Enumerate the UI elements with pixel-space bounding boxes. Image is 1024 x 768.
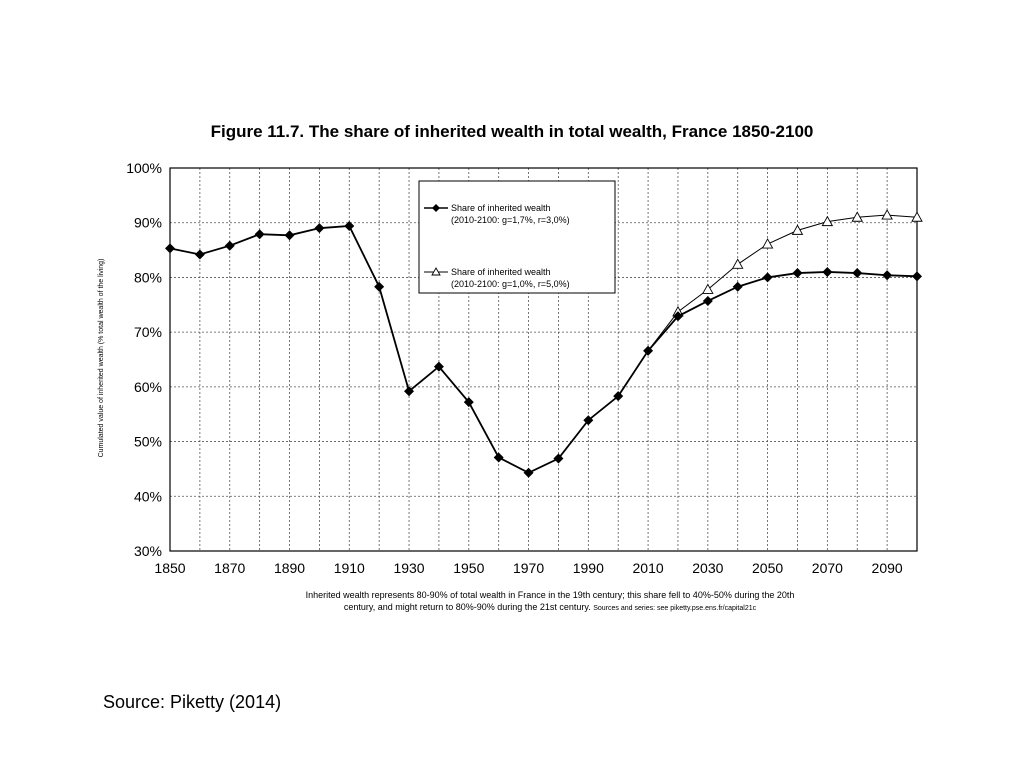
data-point-diamond [254,229,265,240]
data-point-triangle [821,215,834,227]
data-point-diamond [702,295,713,306]
data-point-diamond [852,268,863,279]
data-point-diamond [314,223,325,234]
chart-title: Figure 11.7. The share of inherited weal… [210,122,814,141]
legend-label-2: Share of inherited wealth [451,267,551,277]
legend-label-2-params: (2010-2100: g=1,0%, r=5,0%) [451,279,570,289]
series [165,209,923,478]
x-tick-label: 2050 [752,560,783,576]
legend-marker-1 [432,204,440,212]
data-point-diamond [224,240,235,251]
data-point-triangle [881,209,893,220]
chart-note-line-1: Inherited wealth represents 80-90% of to… [305,590,795,600]
y-tick-label: 100% [126,160,162,176]
x-tick-label: 1970 [513,560,544,576]
x-tick-label: 1850 [154,560,185,576]
data-point-diamond [493,452,504,463]
series-line-g1-r5 [647,214,918,352]
data-point-diamond [433,361,444,372]
x-tick-label: 2030 [692,560,723,576]
y-axis-label: Cumulated value of inherited wealth (% t… [98,259,105,458]
x-tick-label: 1950 [453,560,484,576]
data-point-diamond [553,453,564,464]
series-line-g17-r3 [169,225,918,474]
data-point-diamond [344,220,355,231]
y-tick-label: 40% [134,488,162,504]
data-point-diamond [762,272,773,283]
x-tick-label: 1890 [274,560,305,576]
legend: Share of inherited wealth (2010-2100: g=… [418,180,616,294]
x-tick-label: 1990 [573,560,604,576]
data-point-triangle [851,211,864,222]
data-point-triangle [702,283,714,294]
x-tick-label: 1870 [214,560,245,576]
data-point-diamond [643,345,654,356]
data-point-triangle [911,211,923,222]
data-point-diamond [523,467,534,478]
y-tick-labels: 30% 40% 50% 60% 70% 80% 90% 100% [126,160,162,559]
chart-note-sources: Sources and series: see piketty.pse.ens.… [593,605,757,612]
data-point-diamond [613,391,624,402]
y-tick-label: 60% [134,379,162,395]
y-tick-label: 70% [134,324,162,340]
x-tick-label: 2010 [633,560,664,576]
source-citation: Source: Piketty (2014) [103,692,282,712]
x-tick-label: 1910 [334,560,365,576]
legend-label-1-params: (2010-2100: g=1,7%, r=3,0%) [451,215,570,225]
data-point-diamond [194,249,205,260]
legend-box [418,180,616,294]
x-tick-labels: 1850 1870 1890 1910 1930 1950 1970 1990 2010 2030… [154,560,902,576]
data-point-diamond [672,311,683,322]
data-point-diamond [404,386,415,397]
legend-marker-2 [431,267,441,276]
data-point-triangle [761,238,774,249]
data-point-triangle [731,258,744,269]
legend-label-1: Share of inherited wealth [451,203,551,213]
x-tick-label: 2090 [872,560,903,576]
data-point-diamond [792,268,803,279]
data-point-diamond [374,281,385,292]
y-tick-label: 90% [134,215,162,231]
y-tick-label: 50% [134,434,162,450]
chart-note-line-2: century, and might return to 80%-90% dur… [200,601,900,615]
y-tick-label: 30% [134,543,162,559]
data-point-triangle [791,224,804,235]
plot-frame [169,167,918,552]
data-point-diamond [882,270,893,281]
data-point-diamond [284,230,295,241]
chart-note-text: century, and might return to 80%-90% dur… [343,602,591,612]
data-point-diamond [822,266,833,277]
data-point-diamond [583,415,594,426]
data-point-diamond [165,243,175,254]
data-point-diamond [912,271,922,282]
data-point-diamond [463,397,474,408]
x-tick-label: 1930 [393,560,424,576]
y-tick-label: 80% [134,269,162,285]
x-tick-label: 2070 [812,560,843,576]
data-point-diamond [732,281,743,292]
